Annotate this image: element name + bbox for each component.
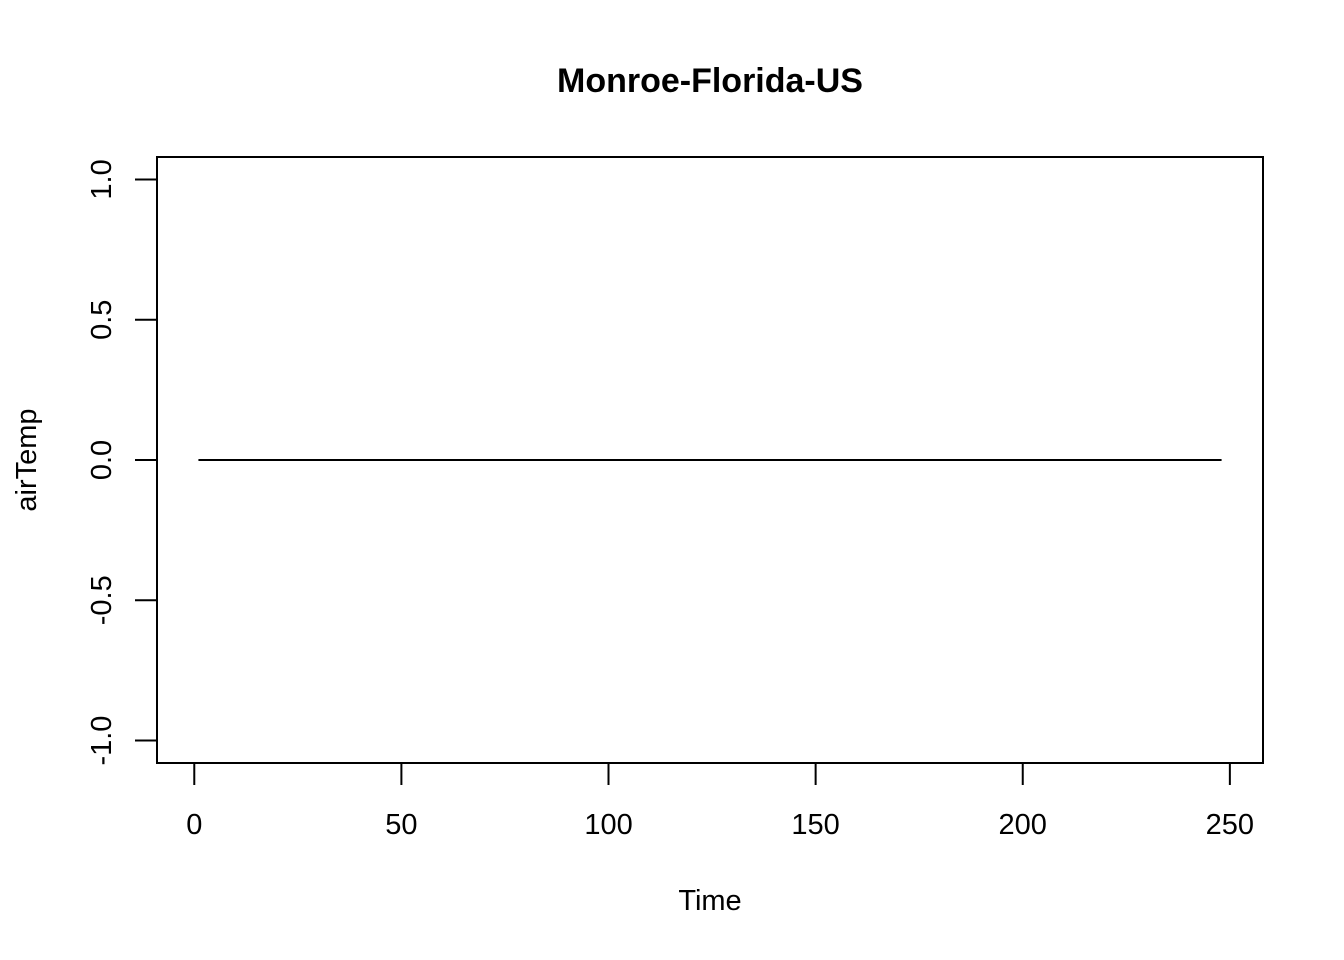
y-axis-label: airTemp (11, 408, 43, 511)
x-axis: 0 50 100 150 200 250 (186, 762, 1254, 841)
x-tick-label: 0 (186, 809, 202, 841)
x-tick-label: 150 (791, 809, 839, 841)
x-tick-label: 250 (1206, 809, 1254, 841)
y-tick-label: 0.5 (86, 300, 118, 340)
y-tick-label: 1.0 (86, 159, 118, 199)
y-tick-label: -0.5 (86, 575, 118, 625)
y-axis: -1.0 -0.5 0.0 0.5 1.0 (86, 159, 158, 766)
y-tick-label: -1.0 (86, 716, 118, 766)
x-tick-label: 100 (584, 809, 632, 841)
y-tick-label: 0.0 (86, 440, 118, 480)
x-tick-label: 200 (999, 809, 1047, 841)
x-axis-label: Time (678, 885, 741, 917)
x-tick-label: 50 (385, 809, 417, 841)
chart-title: Monroe-Florida-US (557, 62, 863, 100)
